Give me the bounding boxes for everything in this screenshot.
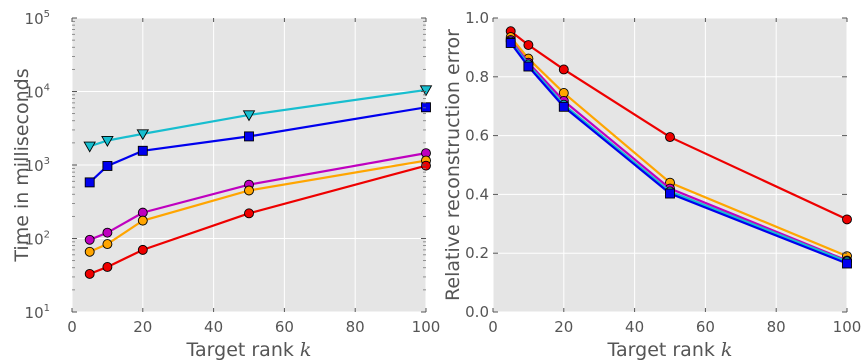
error-chart-point — [505, 38, 516, 48]
time-chart-point — [419, 85, 433, 97]
error-chart-point — [558, 64, 569, 75]
time-chart-series — [83, 85, 433, 279]
time-chart-point — [83, 141, 96, 153]
time-chart-x-axis-label-var: k — [300, 339, 312, 360]
error-chart-x-tick-label: 80 — [767, 318, 786, 336]
time-chart-point — [84, 234, 95, 245]
time-chart-series-1 — [84, 102, 431, 188]
time-chart-x-tick-label: 80 — [346, 318, 365, 336]
time-chart-point — [137, 244, 148, 255]
error-chart-point — [665, 132, 675, 143]
time-chart-point — [244, 185, 254, 196]
error-chart-y-tick-label: 0.6 — [465, 127, 489, 145]
error-chart-y-tick-label: 0.2 — [465, 244, 489, 262]
time-chart-y-tick-exponent: 2 — [44, 230, 50, 241]
error-chart-y-tick-label: 0.8 — [465, 68, 489, 86]
time-chart-point — [102, 262, 113, 272]
time-chart-point — [242, 110, 256, 122]
error-chart-point — [523, 40, 534, 50]
time-chart-point — [102, 227, 113, 238]
time-chart-point — [136, 129, 150, 141]
time-chart-point — [421, 160, 431, 171]
time-chart-y-tick-exponent: 4 — [44, 83, 50, 94]
time-chart-y-tick-label: 101 — [25, 303, 50, 322]
error-chart-point — [558, 101, 569, 112]
error-chart-x-tick-label: 20 — [554, 318, 573, 336]
time-chart-point — [102, 161, 113, 171]
time-chart-y-tick-label: 105 — [25, 9, 50, 28]
time-chart-y-tick-base: 10 — [25, 157, 44, 175]
time-chart-x-axis-label-text: Target rank — [186, 339, 294, 360]
error-chart-x-axis-label-var: k — [721, 339, 733, 360]
time-chart-y-tick-label: 102 — [25, 230, 50, 249]
time-chart-x-tick-label: 40 — [204, 318, 223, 336]
error-chart-x-tick-label: 0 — [488, 318, 498, 336]
error-chart-x-axis-label-text: Target rank — [607, 339, 715, 360]
error-chart-x-tick-label: 40 — [625, 318, 644, 336]
time-chart-y-tick-exponent: 3 — [44, 156, 50, 167]
time-chart-x-tick-label: 0 — [67, 318, 77, 336]
time-chart-point — [84, 268, 95, 279]
error-chart-point — [665, 188, 675, 199]
error-chart-series — [505, 26, 852, 269]
time-chart-y-tick-label: 104 — [25, 83, 50, 102]
time-chart-x-tick-label: 100 — [412, 318, 441, 336]
error-chart-x-axis-label: Target rank k — [607, 339, 733, 360]
time-chart-point — [137, 145, 148, 156]
time-chart-y-axis-label: Time in milliseconds — [11, 68, 33, 262]
error-chart-plot-area — [493, 18, 847, 312]
time-chart-y-tick-base: 10 — [25, 304, 44, 322]
error-chart-x-tick-label: 100 — [833, 318, 862, 336]
error-chart-series-0 — [505, 26, 852, 225]
error-chart-grid — [492, 17, 848, 313]
time-chart-point — [101, 135, 114, 147]
time-chart-grid — [71, 17, 427, 313]
error-chart-x-tick-label: 60 — [696, 318, 715, 336]
time-chart-point — [244, 131, 254, 142]
time-chart-point — [84, 246, 95, 257]
time-chart-x-tick-label: 20 — [133, 318, 152, 336]
time-chart-point — [244, 208, 254, 219]
error-chart-point — [523, 61, 534, 72]
time-chart-point — [102, 239, 113, 250]
time-chart-point — [84, 177, 95, 188]
error-chart-y-tick-label: 0.4 — [465, 185, 489, 203]
error-chart-y-tick-label: 0.0 — [465, 303, 489, 321]
time-chart-y-tick-base: 10 — [25, 10, 44, 28]
error-chart-point — [842, 258, 852, 269]
time-chart-y-tick-base: 10 — [25, 84, 44, 102]
time-chart-y-tick-label: 103 — [25, 156, 50, 175]
time-chart-y-tick-base: 10 — [25, 231, 44, 249]
time-chart-y-tick-exponent: 1 — [44, 303, 50, 314]
error-chart-series-4 — [505, 38, 852, 269]
time-chart-point — [137, 215, 148, 226]
time-chart-x-axis-label: Target rank k — [186, 339, 312, 360]
time-chart-y-tick-exponent: 5 — [44, 9, 50, 20]
error-chart-y-axis-label: Relative reconstruction error — [442, 29, 464, 301]
time-chart-point — [421, 102, 431, 113]
error-chart: 0 20 40 60 80 100 0.0 0.2 0.4 0.6 0.8 1.0 Target ra… — [442, 9, 861, 360]
time-chart-series-0 — [83, 85, 433, 153]
error-chart-y-tick-label: 1.0 — [465, 9, 489, 27]
error-chart-point — [842, 214, 852, 225]
time-chart-x-tick-label: 60 — [275, 318, 294, 336]
error-chart-ticks: 0 20 40 60 80 100 0.0 0.2 0.4 0.6 0.8 1.0 — [465, 9, 861, 336]
time-chart-series-4 — [84, 160, 431, 279]
